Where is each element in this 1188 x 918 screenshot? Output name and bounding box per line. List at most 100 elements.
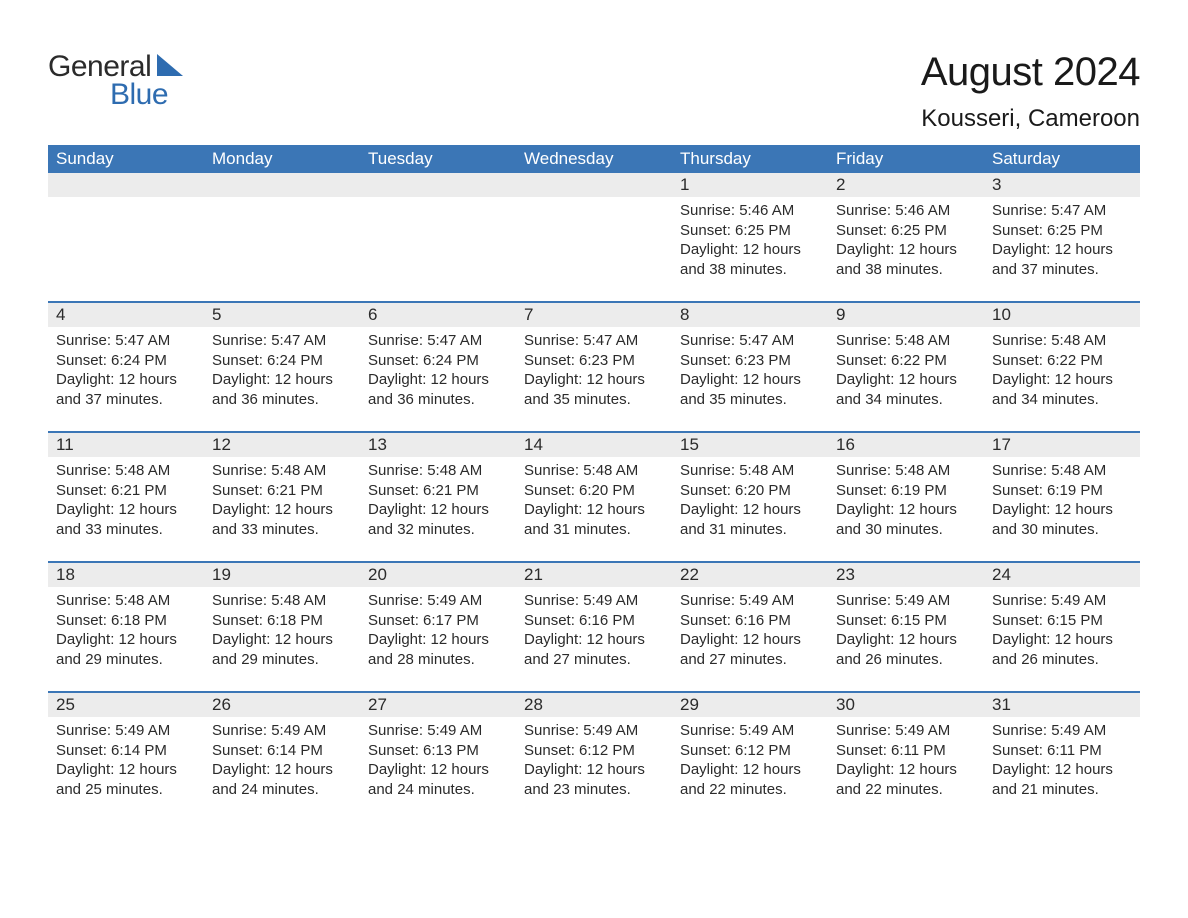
sunset-line: Sunset: 6:24 PM	[368, 351, 508, 371]
sunrise-line: Sunrise: 5:48 AM	[836, 331, 976, 351]
day-body: Sunrise: 5:49 AMSunset: 6:11 PMDaylight:…	[984, 717, 1140, 807]
day-cell	[48, 173, 204, 301]
day-cell: 28Sunrise: 5:49 AMSunset: 6:12 PMDayligh…	[516, 693, 672, 821]
sunrise-line: Sunrise: 5:47 AM	[368, 331, 508, 351]
day-body: Sunrise: 5:47 AMSunset: 6:24 PMDaylight:…	[204, 327, 360, 417]
sunrise-line: Sunrise: 5:49 AM	[212, 721, 352, 741]
sunset-line: Sunset: 6:11 PM	[836, 741, 976, 761]
title-block: August 2024 Kousseri, Cameroon	[921, 50, 1140, 133]
day-number: 28	[516, 693, 672, 717]
sunset-line: Sunset: 6:17 PM	[368, 611, 508, 631]
sunset-line: Sunset: 6:25 PM	[836, 221, 976, 241]
sunset-line: Sunset: 6:19 PM	[836, 481, 976, 501]
day-cell: 18Sunrise: 5:48 AMSunset: 6:18 PMDayligh…	[48, 563, 204, 691]
day-header-row: SundayMondayTuesdayWednesdayThursdayFrid…	[48, 145, 1140, 173]
day-body: Sunrise: 5:48 AMSunset: 6:22 PMDaylight:…	[984, 327, 1140, 417]
daylight-line: Daylight: 12 hours and 33 minutes.	[56, 500, 196, 539]
day-cell: 5Sunrise: 5:47 AMSunset: 6:24 PMDaylight…	[204, 303, 360, 431]
daylight-line: Daylight: 12 hours and 21 minutes.	[992, 760, 1132, 799]
day-cell: 31Sunrise: 5:49 AMSunset: 6:11 PMDayligh…	[984, 693, 1140, 821]
day-body: Sunrise: 5:48 AMSunset: 6:20 PMDaylight:…	[516, 457, 672, 547]
day-cell: 27Sunrise: 5:49 AMSunset: 6:13 PMDayligh…	[360, 693, 516, 821]
daylight-line: Daylight: 12 hours and 30 minutes.	[992, 500, 1132, 539]
daylight-line: Daylight: 12 hours and 35 minutes.	[680, 370, 820, 409]
day-body: Sunrise: 5:48 AMSunset: 6:22 PMDaylight:…	[828, 327, 984, 417]
day-number: 5	[204, 303, 360, 327]
sunset-line: Sunset: 6:18 PM	[56, 611, 196, 631]
sunset-line: Sunset: 6:21 PM	[56, 481, 196, 501]
location: Kousseri, Cameroon	[921, 105, 1140, 133]
day-body: Sunrise: 5:49 AMSunset: 6:12 PMDaylight:…	[516, 717, 672, 807]
week-row: 18Sunrise: 5:48 AMSunset: 6:18 PMDayligh…	[48, 561, 1140, 691]
day-cell: 13Sunrise: 5:48 AMSunset: 6:21 PMDayligh…	[360, 433, 516, 561]
sunrise-line: Sunrise: 5:47 AM	[56, 331, 196, 351]
day-body: Sunrise: 5:48 AMSunset: 6:21 PMDaylight:…	[204, 457, 360, 547]
daylight-line: Daylight: 12 hours and 26 minutes.	[836, 630, 976, 669]
week-row: 1Sunrise: 5:46 AMSunset: 6:25 PMDaylight…	[48, 173, 1140, 301]
day-body: Sunrise: 5:48 AMSunset: 6:21 PMDaylight:…	[48, 457, 204, 547]
day-number: 2	[828, 173, 984, 197]
day-number: 8	[672, 303, 828, 327]
day-number: 1	[672, 173, 828, 197]
sunrise-line: Sunrise: 5:49 AM	[836, 721, 976, 741]
day-cell	[360, 173, 516, 301]
daylight-line: Daylight: 12 hours and 24 minutes.	[368, 760, 508, 799]
day-number: 31	[984, 693, 1140, 717]
daylight-line: Daylight: 12 hours and 34 minutes.	[836, 370, 976, 409]
daylight-line: Daylight: 12 hours and 38 minutes.	[836, 240, 976, 279]
day-cell: 16Sunrise: 5:48 AMSunset: 6:19 PMDayligh…	[828, 433, 984, 561]
sunrise-line: Sunrise: 5:46 AM	[680, 201, 820, 221]
day-number: 17	[984, 433, 1140, 457]
sunset-line: Sunset: 6:12 PM	[680, 741, 820, 761]
day-cell: 29Sunrise: 5:49 AMSunset: 6:12 PMDayligh…	[672, 693, 828, 821]
day-cell: 26Sunrise: 5:49 AMSunset: 6:14 PMDayligh…	[204, 693, 360, 821]
sunset-line: Sunset: 6:22 PM	[836, 351, 976, 371]
day-cell: 1Sunrise: 5:46 AMSunset: 6:25 PMDaylight…	[672, 173, 828, 301]
daylight-line: Daylight: 12 hours and 22 minutes.	[836, 760, 976, 799]
day-cell: 30Sunrise: 5:49 AMSunset: 6:11 PMDayligh…	[828, 693, 984, 821]
sunrise-line: Sunrise: 5:48 AM	[212, 461, 352, 481]
day-cell: 9Sunrise: 5:48 AMSunset: 6:22 PMDaylight…	[828, 303, 984, 431]
day-body: Sunrise: 5:49 AMSunset: 6:16 PMDaylight:…	[672, 587, 828, 677]
day-number: 27	[360, 693, 516, 717]
day-cell: 22Sunrise: 5:49 AMSunset: 6:16 PMDayligh…	[672, 563, 828, 691]
day-header-thursday: Thursday	[672, 145, 828, 173]
day-number: 4	[48, 303, 204, 327]
day-cell: 19Sunrise: 5:48 AMSunset: 6:18 PMDayligh…	[204, 563, 360, 691]
daylight-line: Daylight: 12 hours and 29 minutes.	[212, 630, 352, 669]
sunrise-line: Sunrise: 5:47 AM	[680, 331, 820, 351]
day-body: Sunrise: 5:48 AMSunset: 6:19 PMDaylight:…	[984, 457, 1140, 547]
day-body: Sunrise: 5:49 AMSunset: 6:11 PMDaylight:…	[828, 717, 984, 807]
day-number: 30	[828, 693, 984, 717]
sunset-line: Sunset: 6:24 PM	[212, 351, 352, 371]
day-header-saturday: Saturday	[984, 145, 1140, 173]
day-number: 29	[672, 693, 828, 717]
sunset-line: Sunset: 6:11 PM	[992, 741, 1132, 761]
day-body: Sunrise: 5:49 AMSunset: 6:17 PMDaylight:…	[360, 587, 516, 677]
header: General Blue August 2024 Kousseri, Camer…	[48, 50, 1140, 133]
sunset-line: Sunset: 6:23 PM	[680, 351, 820, 371]
daylight-line: Daylight: 12 hours and 35 minutes.	[524, 370, 664, 409]
day-header-wednesday: Wednesday	[516, 145, 672, 173]
sunrise-line: Sunrise: 5:48 AM	[680, 461, 820, 481]
day-body: Sunrise: 5:48 AMSunset: 6:21 PMDaylight:…	[360, 457, 516, 547]
day-number: 9	[828, 303, 984, 327]
sunrise-line: Sunrise: 5:49 AM	[680, 591, 820, 611]
day-cell: 20Sunrise: 5:49 AMSunset: 6:17 PMDayligh…	[360, 563, 516, 691]
daylight-line: Daylight: 12 hours and 27 minutes.	[680, 630, 820, 669]
month-title: August 2024	[921, 50, 1140, 95]
logo: General Blue	[48, 50, 183, 112]
week-row: 4Sunrise: 5:47 AMSunset: 6:24 PMDaylight…	[48, 301, 1140, 431]
daylight-line: Daylight: 12 hours and 29 minutes.	[56, 630, 196, 669]
day-body: Sunrise: 5:46 AMSunset: 6:25 PMDaylight:…	[828, 197, 984, 287]
day-cell: 3Sunrise: 5:47 AMSunset: 6:25 PMDaylight…	[984, 173, 1140, 301]
day-cell: 6Sunrise: 5:47 AMSunset: 6:24 PMDaylight…	[360, 303, 516, 431]
daylight-line: Daylight: 12 hours and 23 minutes.	[524, 760, 664, 799]
day-cell: 17Sunrise: 5:48 AMSunset: 6:19 PMDayligh…	[984, 433, 1140, 561]
day-number: 19	[204, 563, 360, 587]
sunrise-line: Sunrise: 5:48 AM	[212, 591, 352, 611]
day-header-monday: Monday	[204, 145, 360, 173]
day-number: 16	[828, 433, 984, 457]
daylight-line: Daylight: 12 hours and 33 minutes.	[212, 500, 352, 539]
daylight-line: Daylight: 12 hours and 36 minutes.	[368, 370, 508, 409]
